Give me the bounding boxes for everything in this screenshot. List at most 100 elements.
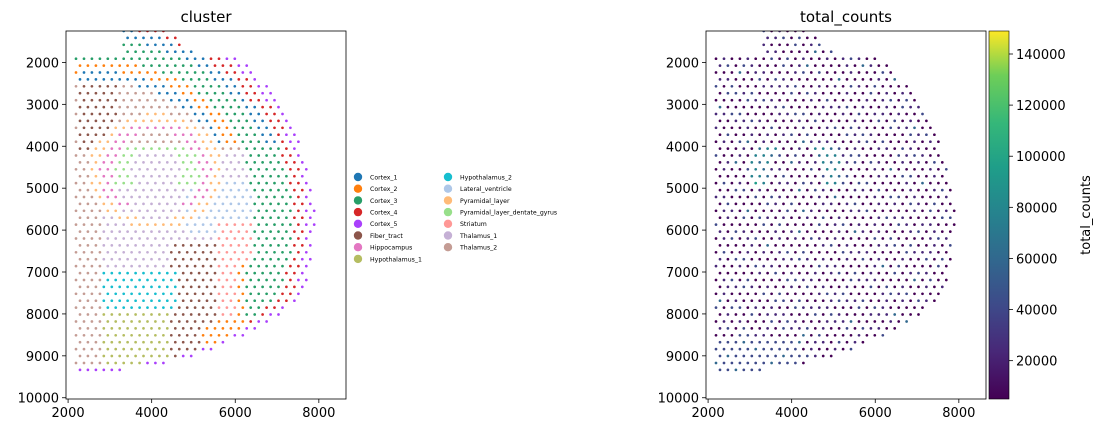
cluster-spot — [90, 98, 94, 102]
cluster-spot — [237, 202, 241, 206]
total-counts-spot — [758, 313, 762, 316]
total-counts-spot — [865, 140, 869, 144]
cluster-spot — [229, 78, 233, 81]
cluster-spot — [189, 174, 193, 178]
total-counts-spot — [782, 230, 785, 233]
cluster-spot — [98, 306, 102, 309]
total-counts-spot — [790, 257, 793, 261]
cluster-spot — [146, 71, 149, 74]
cluster-spot — [110, 64, 114, 67]
cluster-spot — [138, 84, 141, 88]
total-counts-spot — [718, 161, 722, 164]
cluster-spot — [237, 133, 241, 137]
cluster-spot — [225, 320, 229, 323]
total-counts-spot — [885, 147, 889, 150]
cluster-spot — [110, 78, 114, 81]
cluster-spot — [82, 320, 86, 323]
cluster-spot — [197, 105, 201, 109]
total-counts-spot — [766, 340, 769, 344]
cluster-spot — [281, 126, 284, 130]
total-counts-spot — [738, 306, 742, 309]
cluster-spot — [265, 167, 268, 171]
cluster-spot — [217, 154, 221, 157]
total-counts-spot — [758, 368, 762, 372]
total-counts-spot — [925, 119, 928, 123]
cluster-spot — [241, 181, 245, 185]
total-counts-spot — [889, 154, 893, 157]
total-counts-ytick-label: 7000 — [666, 266, 699, 281]
cluster-spot — [126, 202, 129, 206]
cluster-ytick-label: 6000 — [26, 224, 59, 239]
cluster-spot — [126, 188, 129, 192]
total-counts-spot — [833, 278, 837, 282]
cluster-spot — [257, 264, 261, 268]
total-counts-spot — [782, 313, 785, 316]
total-counts-spot — [817, 181, 821, 185]
total-counts-spot — [742, 78, 746, 81]
total-counts-spot — [817, 250, 821, 254]
cluster-spot — [74, 320, 78, 323]
total-counts-spot — [746, 181, 750, 185]
total-counts-spot — [877, 105, 881, 109]
total-counts-spot — [857, 306, 861, 309]
total-counts-spot — [786, 167, 789, 171]
total-counts-spot — [877, 299, 881, 303]
cluster-spot — [197, 147, 201, 150]
cluster-spot — [205, 161, 209, 164]
total-counts-spot — [881, 333, 885, 337]
total-counts-spot — [829, 50, 833, 54]
cluster-spot — [90, 292, 94, 296]
cluster-spot — [122, 126, 126, 130]
cluster-spot — [209, 181, 213, 185]
cluster-spot — [102, 313, 106, 316]
cluster-spot — [106, 181, 110, 185]
total-counts-spot — [809, 167, 813, 171]
total-counts-spot — [925, 147, 928, 150]
cluster-spot — [285, 133, 288, 137]
cluster-spot — [229, 133, 233, 137]
cluster-spot — [300, 216, 304, 220]
cluster-spot — [221, 78, 225, 81]
cluster-axis-ticks: 2000 4000 6000 8000200030004000500060007000… — [18, 56, 336, 421]
total-counts-spot — [917, 202, 920, 206]
total-counts-spot — [738, 154, 742, 157]
cluster-spot — [225, 126, 229, 130]
cluster-spot — [146, 264, 149, 268]
total-counts-spot — [802, 333, 805, 337]
total-counts-spot — [897, 181, 901, 185]
cluster-spot — [205, 271, 209, 275]
total-counts-spot — [925, 216, 928, 220]
total-counts-spot — [798, 119, 801, 123]
cluster-spot — [78, 216, 82, 220]
total-counts-spot — [722, 223, 726, 226]
total-counts-spot — [861, 327, 865, 330]
total-counts-spot — [905, 237, 908, 240]
cluster-spot — [241, 278, 245, 282]
cluster-spot — [221, 202, 225, 206]
cluster-spot — [130, 57, 133, 61]
cluster-spot — [102, 147, 106, 150]
total-counts-spot — [929, 209, 932, 213]
total-counts-spot — [746, 57, 750, 61]
cluster-spot — [150, 91, 153, 95]
total-counts-spot — [865, 333, 869, 337]
legend-label: Cortex_1 — [370, 174, 398, 181]
total-counts-spot — [758, 230, 762, 233]
cluster-spot — [193, 84, 197, 88]
total-counts-spot — [821, 188, 825, 192]
total-counts-spot — [790, 119, 793, 123]
total-counts-spot — [948, 230, 952, 233]
total-counts-spot — [722, 154, 726, 157]
total-counts-spot — [762, 98, 766, 102]
total-counts-spot — [933, 257, 936, 261]
cluster-spot — [245, 161, 249, 164]
total-counts-spot — [750, 299, 754, 303]
cluster-spot — [165, 340, 169, 344]
cluster-spot — [78, 188, 82, 192]
total-counts-spot — [833, 57, 837, 61]
total-counts-spot — [742, 216, 746, 220]
cluster-spot — [253, 133, 257, 137]
total-counts-spot — [746, 126, 750, 130]
cluster-spot — [142, 64, 145, 67]
total-counts-spot — [762, 126, 766, 130]
